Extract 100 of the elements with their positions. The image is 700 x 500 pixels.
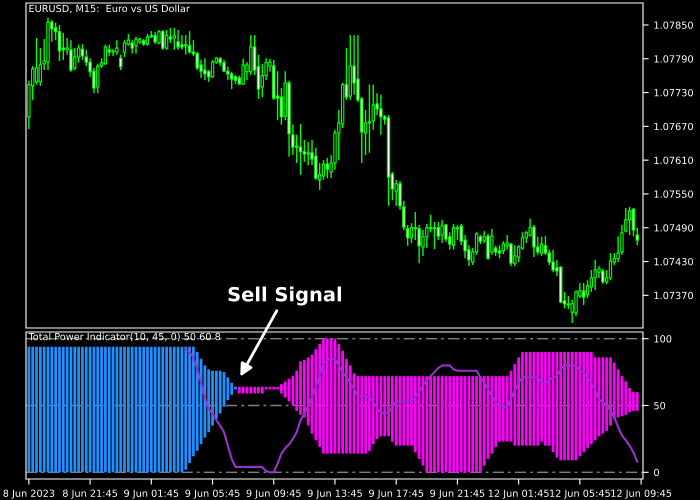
bar — [154, 346, 157, 472]
bar — [390, 376, 394, 442]
bar — [444, 376, 448, 472]
bar — [96, 346, 100, 472]
candlestick — [632, 207, 636, 237]
bar — [35, 346, 38, 472]
bar — [433, 376, 436, 472]
candlestick — [590, 269, 594, 293]
candlestick — [249, 34, 252, 76]
bar — [567, 352, 570, 460]
bar — [257, 386, 260, 394]
bar — [448, 376, 452, 472]
y-tick-label: 1.07670 — [654, 122, 693, 130]
bar — [464, 376, 466, 472]
candlestick — [73, 47, 76, 71]
chart-title: EURUSD, M15: Euro vs US Dollar — [29, 4, 190, 14]
candlestick — [298, 123, 302, 176]
bar — [632, 392, 635, 411]
bar — [452, 376, 455, 472]
bar — [532, 352, 536, 446]
bar — [456, 376, 459, 472]
candlestick — [176, 29, 180, 50]
bar — [50, 346, 54, 472]
bar — [62, 346, 65, 472]
bar — [253, 386, 256, 394]
x-tick-label: 12 Jun 05:45 — [550, 490, 610, 499]
candlestick — [417, 224, 421, 264]
y-tick-label: 1.07790 — [654, 55, 693, 63]
bar — [334, 338, 336, 454]
bar — [636, 392, 639, 411]
y-tick-label: 100 — [654, 335, 672, 343]
bar — [556, 352, 558, 458]
chart-title: Total Power Indicator(10, 45, 0) 50 60 8 — [28, 332, 220, 342]
line-series — [184, 348, 638, 474]
candlestick — [161, 29, 164, 50]
bar — [81, 346, 84, 472]
candlestick — [142, 38, 146, 47]
candlestick — [616, 235, 620, 263]
candlestick — [513, 244, 517, 267]
bar — [276, 386, 279, 390]
candlestick — [164, 29, 168, 50]
y-tick-label: 1.07850 — [654, 21, 693, 29]
candlestick — [551, 249, 555, 273]
candlestick — [260, 63, 264, 98]
candlestick — [440, 219, 444, 244]
bar — [31, 346, 34, 472]
y-tick-label: 1.07730 — [654, 89, 693, 96]
bar — [46, 346, 50, 472]
candlestick — [452, 223, 456, 250]
bar — [284, 381, 287, 398]
bar — [58, 346, 61, 472]
x-tick-label: 8 Jun 21:45 — [62, 490, 118, 499]
bar — [116, 346, 118, 472]
candlestick — [172, 27, 176, 50]
bar — [161, 346, 164, 472]
candlestick — [80, 43, 84, 61]
bar — [126, 346, 130, 472]
bar — [475, 376, 478, 472]
candlestick — [326, 157, 330, 179]
bar — [598, 357, 600, 436]
bar — [27, 346, 30, 472]
bar — [586, 352, 589, 448]
bar — [180, 346, 184, 472]
bar — [563, 352, 566, 460]
x-tick-label: 8 Jun 2023 — [3, 490, 54, 499]
bar — [142, 346, 146, 472]
bar — [264, 386, 268, 390]
candlestick — [230, 71, 234, 90]
candlestick — [184, 34, 188, 56]
bar — [119, 346, 122, 472]
candlestick — [203, 58, 207, 81]
bar — [380, 376, 382, 436]
bar — [165, 346, 168, 472]
bar — [100, 346, 103, 472]
candlestick — [593, 259, 597, 291]
bar — [528, 352, 532, 446]
candlestick — [153, 31, 157, 45]
candlestick — [104, 44, 108, 66]
bar — [521, 352, 524, 446]
bar — [398, 376, 402, 446]
candlestick — [96, 63, 100, 94]
x-tick-label: 9 Jun 17:45 — [369, 490, 424, 499]
candlestick — [119, 54, 122, 71]
y-tick-label: 50 — [654, 402, 666, 410]
bar — [88, 346, 92, 472]
x-tick-label: 9 Jun 01:45 — [124, 490, 178, 499]
bar — [138, 346, 142, 472]
bar — [92, 346, 96, 472]
candlestick — [314, 147, 318, 181]
bar — [440, 376, 444, 472]
bar — [544, 352, 547, 446]
bar — [130, 346, 134, 472]
candlestick — [502, 240, 506, 255]
candlestick — [196, 51, 199, 71]
bar — [84, 346, 88, 472]
candlestick — [130, 39, 134, 54]
bar — [468, 376, 470, 472]
x-tick-label: 9 Jun 13:45 — [308, 490, 362, 499]
bar — [104, 346, 107, 472]
y-tick-label: 1.07430 — [654, 258, 693, 266]
